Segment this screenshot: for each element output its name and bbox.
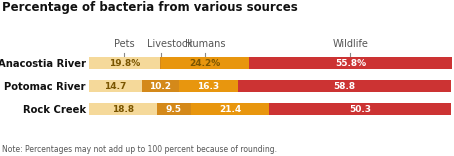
Text: 18.8: 18.8 xyxy=(112,105,133,114)
Bar xyxy=(249,57,452,69)
Bar xyxy=(89,80,142,92)
Text: 16.3: 16.3 xyxy=(197,82,220,91)
Text: 24.2%: 24.2% xyxy=(190,59,221,68)
Bar xyxy=(89,57,160,69)
Text: Wildlife: Wildlife xyxy=(333,39,369,49)
Bar xyxy=(142,80,179,92)
Text: 14.7: 14.7 xyxy=(104,82,126,91)
Text: 50.3: 50.3 xyxy=(349,105,371,114)
Text: 55.8%: 55.8% xyxy=(335,59,366,68)
Bar xyxy=(179,80,238,92)
Text: Livestock: Livestock xyxy=(147,39,193,49)
Bar xyxy=(160,57,162,69)
Text: 58.8: 58.8 xyxy=(334,82,356,91)
Text: Percentage of bacteria from various sources: Percentage of bacteria from various sour… xyxy=(2,1,298,14)
Bar xyxy=(191,103,269,115)
Text: 21.4: 21.4 xyxy=(219,105,241,114)
Bar xyxy=(269,103,451,115)
Bar xyxy=(238,80,451,92)
Bar xyxy=(162,57,249,69)
Bar xyxy=(89,103,157,115)
Text: Pets: Pets xyxy=(114,39,135,49)
Bar xyxy=(157,103,191,115)
Text: Note: Percentages may not add up to 100 percent because of rounding.: Note: Percentages may not add up to 100 … xyxy=(2,145,277,154)
Text: 19.8%: 19.8% xyxy=(109,59,140,68)
Text: 9.5: 9.5 xyxy=(166,105,182,114)
Text: Humans: Humans xyxy=(185,39,226,49)
Text: 10.2: 10.2 xyxy=(149,82,171,91)
